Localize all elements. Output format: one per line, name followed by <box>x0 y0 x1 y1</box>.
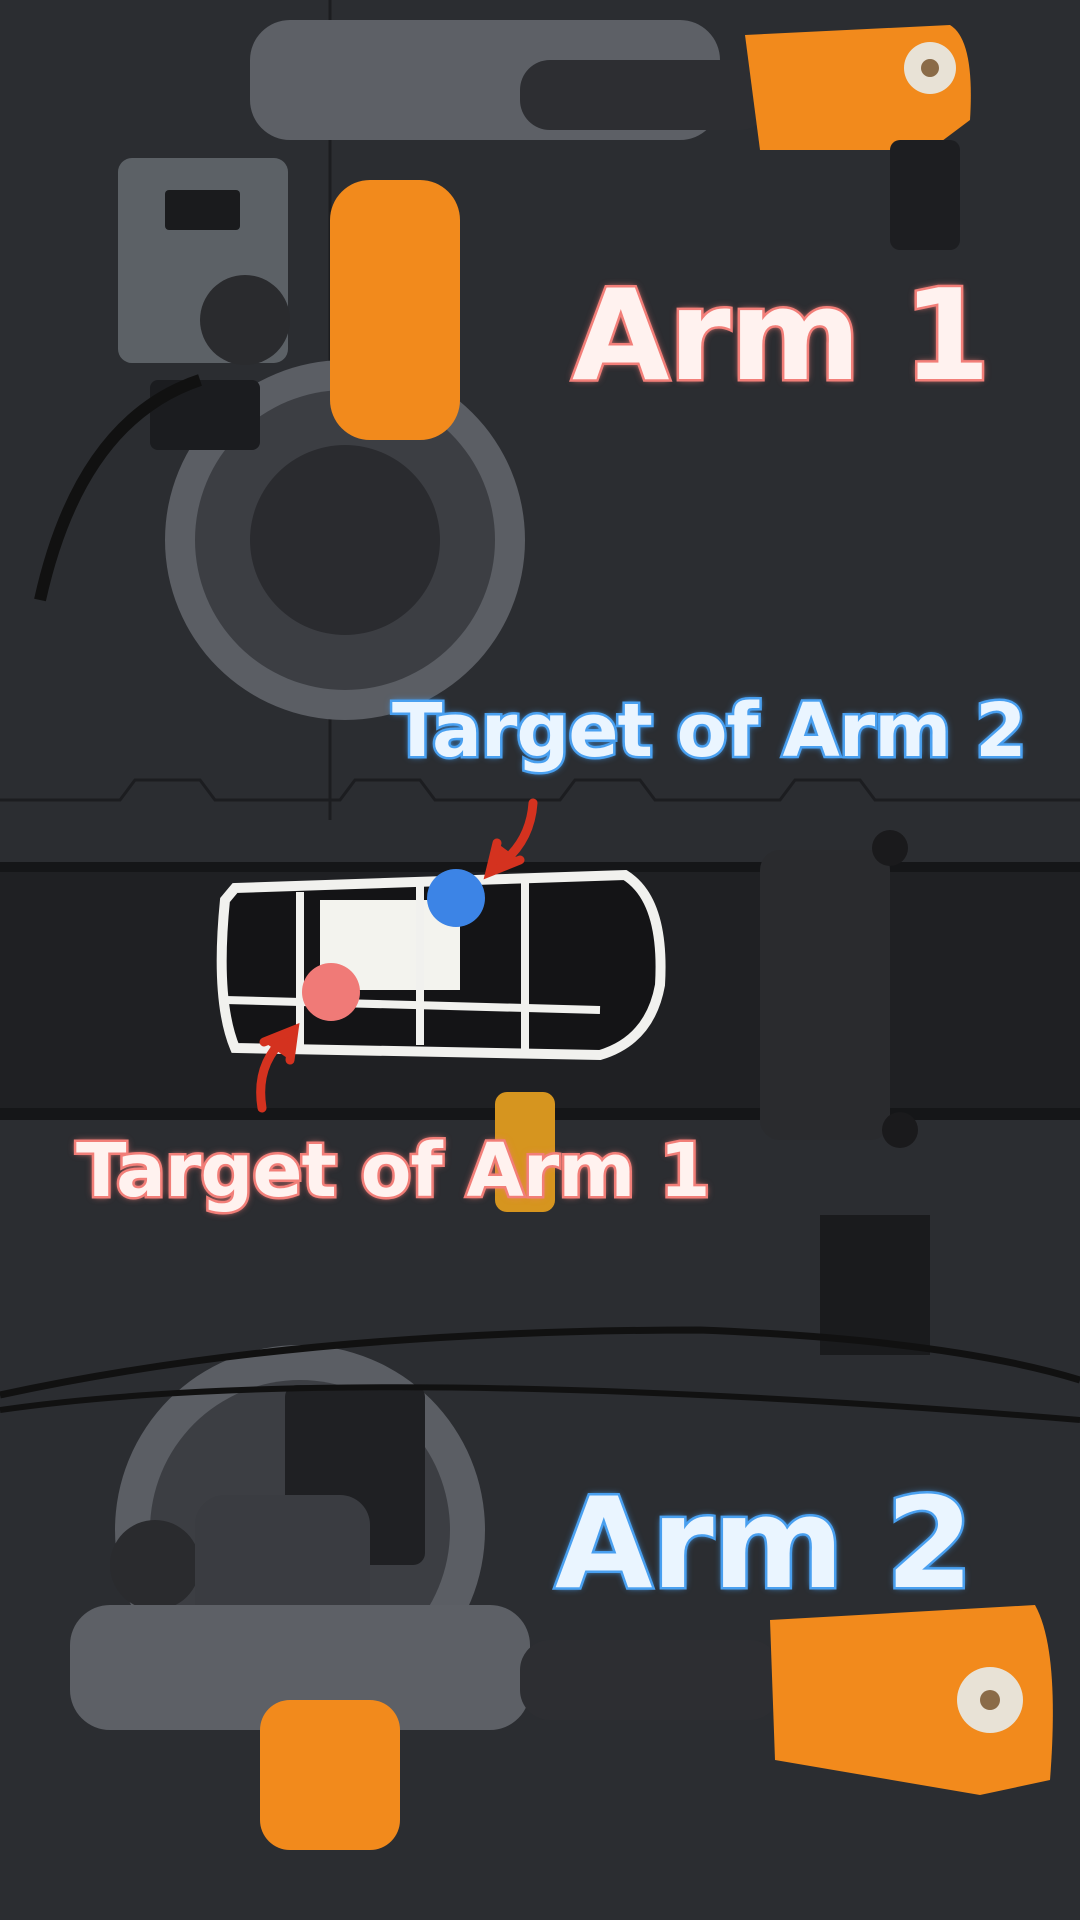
arm2-wrist <box>770 1605 1053 1795</box>
target-arm2-arrow <box>483 798 538 880</box>
arm2-label: Arm 2 <box>552 1468 975 1620</box>
arm1-robot <box>34 20 971 720</box>
target-arm1-arrow <box>256 1022 300 1113</box>
target-arm2-label: Target of Arm 2 <box>390 686 1030 777</box>
arm1-forearm <box>520 60 770 130</box>
target-arm1-dot <box>302 963 360 1021</box>
arm1-lower-link <box>330 180 460 440</box>
target-arm2-dot <box>427 869 485 927</box>
target-arm1-label: Target of Arm 1 <box>74 1126 714 1217</box>
proximity-sensor <box>495 1092 555 1212</box>
stepper-motor <box>820 1215 930 1355</box>
arm2-forearm <box>520 1640 780 1720</box>
arm1-label: Arm 1 <box>569 260 992 412</box>
arm2-robot <box>0 1326 1080 1850</box>
arm2-shoulder <box>70 1605 530 1730</box>
